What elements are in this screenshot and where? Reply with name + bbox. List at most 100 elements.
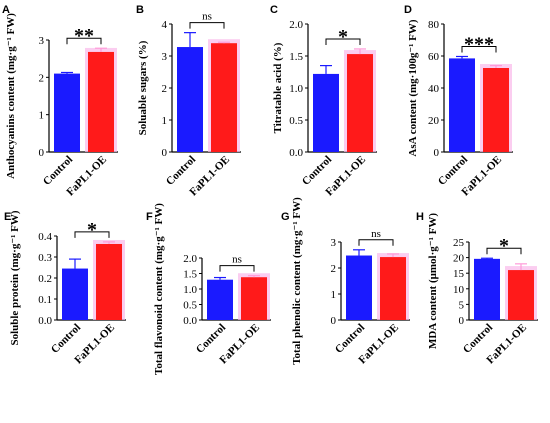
bar-control bbox=[54, 73, 80, 152]
significance-label: ns bbox=[371, 228, 381, 240]
panel-letter: F bbox=[146, 211, 153, 223]
bar-control bbox=[313, 73, 339, 152]
y-tick-label: 1.5 bbox=[183, 269, 197, 281]
y-tick-label: 1.0 bbox=[183, 284, 197, 296]
significance-bracket bbox=[358, 239, 394, 246]
significance-bracket bbox=[189, 22, 225, 29]
bar-fapl1-oe bbox=[483, 68, 509, 152]
y-tick-label: 0 bbox=[39, 147, 45, 159]
panel-D: D AsA content (mg·100g⁻¹ FW) 0 20 40 60 80 Cont… bbox=[404, 4, 513, 198]
y-tick-label: 0 bbox=[459, 315, 465, 327]
x-category-label: Control bbox=[300, 154, 334, 188]
bar-fapl1-oe bbox=[508, 270, 534, 320]
y-tick-label: 0.0 bbox=[183, 315, 197, 327]
bar-fapl1-oe bbox=[211, 43, 237, 153]
x-category-label: Control bbox=[436, 154, 470, 188]
y-tick-label: 15 bbox=[453, 268, 465, 280]
bar-fapl1-oe bbox=[241, 277, 267, 320]
y-tick-label: 3 bbox=[39, 35, 45, 47]
y-tick-label: 1 bbox=[331, 289, 337, 301]
panel-F: F Total flavonoid content (mg·g⁻¹ FW) 0.0 0… bbox=[146, 203, 271, 375]
panel-G: G Total phenolic content (mg·g⁻¹ FW) 0 1 2 3 C… bbox=[281, 197, 410, 366]
y-tick-label: 0 bbox=[162, 147, 168, 159]
x-category-label: Control bbox=[194, 322, 228, 356]
y-tick-label: 40 bbox=[428, 83, 440, 95]
y-axis-label: Total phenolic content (mg·g⁻¹ FW) bbox=[291, 197, 303, 365]
y-tick-label: 0.3 bbox=[38, 252, 52, 264]
y-tick-label: 2.0 bbox=[183, 253, 197, 265]
y-axis-label: Total flavonoid content (mg·g⁻¹ FW) bbox=[153, 203, 165, 375]
significance-label: ns bbox=[202, 11, 212, 23]
significance-bracket bbox=[219, 265, 255, 272]
y-tick-label: 20 bbox=[453, 253, 465, 265]
y-tick-label: 3 bbox=[162, 51, 168, 63]
y-tick-label: 3 bbox=[331, 237, 337, 249]
y-tick-label: 1 bbox=[39, 110, 45, 122]
significance-bracket bbox=[66, 37, 102, 45]
y-axis-label: Anthocyanins content (mg·g⁻¹ FW) bbox=[5, 13, 17, 179]
y-tick-label: 4 bbox=[162, 19, 168, 31]
significance-label: *** bbox=[464, 33, 494, 55]
bar-control bbox=[474, 258, 500, 320]
y-tick-label: 1 bbox=[162, 115, 168, 127]
significance-bracket bbox=[486, 247, 522, 255]
y-tick-label: 0.2 bbox=[38, 273, 52, 285]
x-category-label: Control bbox=[333, 322, 367, 356]
y-axis-label: Soluble protein (mg·g⁻¹ FW) bbox=[9, 210, 21, 345]
panel-letter: B bbox=[136, 4, 144, 16]
y-tick-label: 1.5 bbox=[289, 51, 303, 63]
y-axis-label: Soluable sugars (%) bbox=[137, 40, 149, 135]
bar-control bbox=[207, 279, 233, 320]
bar-control bbox=[346, 255, 372, 320]
panel-letter: C bbox=[270, 4, 278, 16]
panel-C: C Titratable acid (%) 0.0 0.5 1.0 1.5 2.0 Contr… bbox=[270, 4, 377, 198]
panel-H: H MDA content (μmol·g⁻¹ FW) 0 5 10 15 20 25 Cont… bbox=[416, 211, 538, 366]
y-axis-label: Titratable acid (%) bbox=[272, 42, 284, 133]
y-tick-label: 2.0 bbox=[289, 19, 303, 31]
y-axis-label: AsA content (mg·100g⁻¹ FW) bbox=[407, 19, 419, 156]
y-axis-label: MDA content (μmol·g⁻¹ FW) bbox=[427, 213, 439, 349]
y-tick-label: 0.4 bbox=[38, 231, 52, 243]
x-category-label: Control bbox=[49, 322, 83, 356]
panel-letter: A bbox=[2, 4, 10, 16]
y-tick-label: 0.0 bbox=[289, 147, 303, 159]
y-tick-label: 25 bbox=[453, 237, 465, 249]
y-tick-label: 0 bbox=[434, 147, 440, 159]
x-category-label: Control bbox=[461, 322, 495, 356]
bar-fapl1-oe bbox=[347, 54, 373, 152]
y-tick-label: 2 bbox=[39, 72, 45, 84]
panel-letter: G bbox=[281, 211, 290, 223]
y-tick-label: 0 bbox=[331, 315, 337, 327]
y-tick-label: 2 bbox=[162, 83, 168, 95]
panel-letter: H bbox=[416, 211, 424, 223]
y-tick-label: 10 bbox=[453, 284, 465, 296]
x-category-label: Control bbox=[164, 154, 198, 188]
significance-label: * bbox=[87, 219, 97, 241]
significance-bracket bbox=[461, 45, 497, 53]
y-tick-label: 20 bbox=[428, 115, 440, 127]
y-tick-label: 0.5 bbox=[183, 300, 197, 312]
significance-label: * bbox=[338, 26, 348, 48]
bar-control bbox=[449, 58, 475, 152]
y-tick-label: 80 bbox=[428, 19, 440, 31]
significance-label: ** bbox=[74, 25, 94, 47]
y-tick-label: 0.5 bbox=[289, 115, 303, 127]
significance-label: * bbox=[499, 235, 509, 257]
x-category-label: Control bbox=[41, 154, 75, 188]
significance-bracket bbox=[325, 38, 361, 45]
y-tick-label: 0.1 bbox=[38, 294, 52, 306]
y-tick-label: 2 bbox=[331, 263, 337, 275]
y-tick-label: 0.0 bbox=[38, 315, 52, 327]
bar-fapl1-oe bbox=[88, 51, 114, 152]
bar-fapl1-oe bbox=[96, 243, 122, 320]
bar-control bbox=[62, 268, 88, 320]
bar-fapl1-oe bbox=[380, 257, 406, 320]
significance-bracket bbox=[74, 231, 110, 238]
significance-label: ns bbox=[232, 254, 242, 266]
panel-letter: D bbox=[404, 4, 412, 16]
y-tick-label: 5 bbox=[459, 299, 465, 311]
